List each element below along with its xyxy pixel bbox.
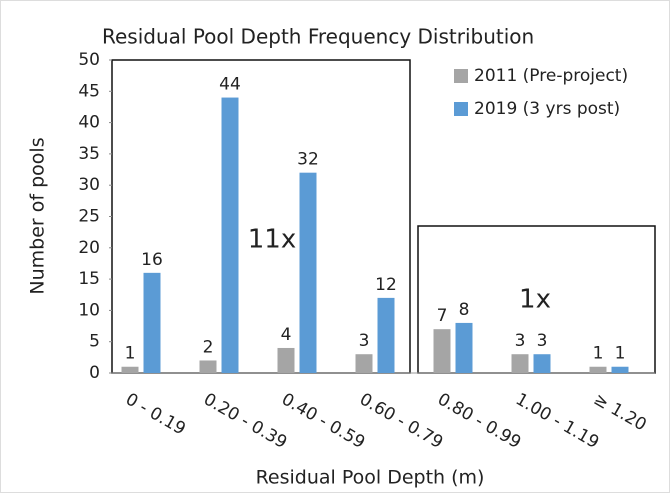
y-tick-label: 10 xyxy=(78,300,100,320)
bar xyxy=(611,366,629,373)
data-label: 3 xyxy=(537,331,548,351)
legend-swatch xyxy=(454,69,468,83)
legend-label: 2019 (3 yrs post) xyxy=(474,99,620,119)
data-label: 3 xyxy=(359,331,370,351)
bar xyxy=(377,297,395,373)
annotation: 11x xyxy=(248,225,296,255)
bar xyxy=(433,329,451,373)
legend-swatch xyxy=(454,102,468,116)
data-label: 8 xyxy=(459,300,470,320)
data-label: 1 xyxy=(615,344,626,364)
x-axis-title: Residual Pool Depth (m) xyxy=(256,467,485,489)
y-tick-label: 0 xyxy=(89,363,100,383)
y-tick-label: 50 xyxy=(78,50,100,70)
bar xyxy=(511,354,529,373)
bar xyxy=(277,347,295,373)
bar xyxy=(533,354,551,373)
bar xyxy=(299,172,317,373)
data-label: 16 xyxy=(141,250,163,270)
data-label: 1 xyxy=(593,344,604,364)
chart-title: Residual Pool Depth Frequency Distributi… xyxy=(102,25,534,49)
y-tick-label: 25 xyxy=(78,207,100,227)
data-label: 1 xyxy=(125,344,136,364)
y-tick-label: 15 xyxy=(78,269,100,289)
data-label: 7 xyxy=(437,306,448,326)
data-label: 44 xyxy=(219,75,241,95)
bar xyxy=(221,97,239,373)
data-label: 4 xyxy=(281,325,292,345)
legend-label: 2011 (Pre-project) xyxy=(474,66,628,86)
y-tick-label: 45 xyxy=(78,81,100,101)
y-tick-label: 5 xyxy=(89,332,100,352)
y-tick-label: 30 xyxy=(78,175,100,195)
bar xyxy=(455,322,473,373)
bar xyxy=(143,272,161,373)
data-label: 3 xyxy=(515,331,526,351)
y-tick-label: 40 xyxy=(78,113,100,133)
data-label: 32 xyxy=(297,150,319,170)
bar xyxy=(589,366,607,373)
bar xyxy=(199,360,217,373)
data-label: 12 xyxy=(375,275,397,295)
y-tick-label: 35 xyxy=(78,144,100,164)
data-label: 2 xyxy=(203,337,214,357)
bar xyxy=(121,366,139,373)
bar xyxy=(355,354,373,373)
annotation: 1x xyxy=(519,285,551,315)
y-tick-label: 20 xyxy=(78,238,100,258)
y-axis-title: Number of pools xyxy=(27,137,49,294)
